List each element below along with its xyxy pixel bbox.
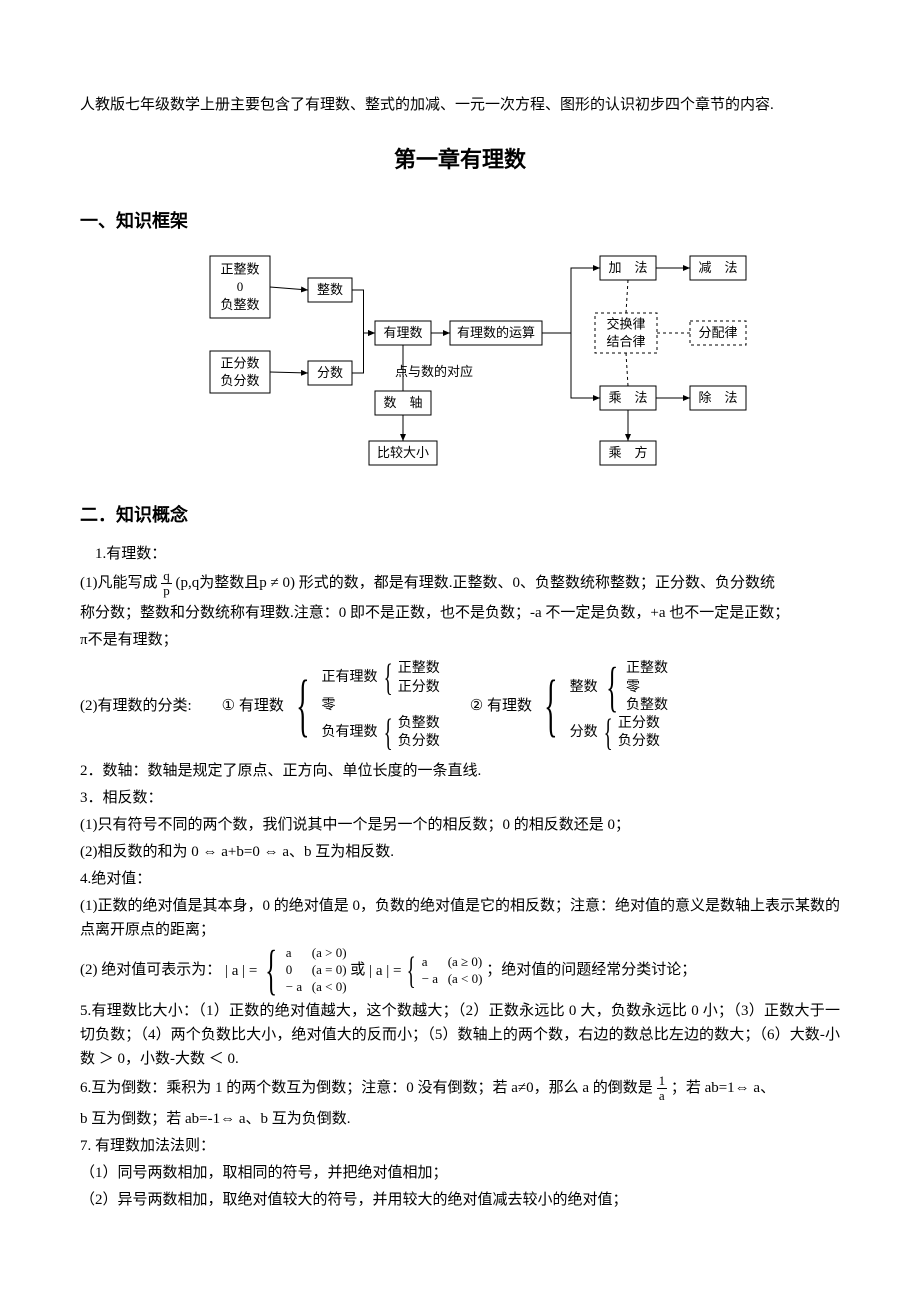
c4-2-or: 或 bbox=[350, 962, 369, 978]
frac-num: q bbox=[161, 569, 172, 584]
brace-icon: { bbox=[383, 661, 392, 695]
concept-1a-line2: 称分数；整数和分数统称有理数.注意：0 即不是正数，也不是负数；-a 不一定是负… bbox=[80, 601, 840, 625]
frac-den: a bbox=[657, 1089, 668, 1103]
c1a-cond: (p,q为整数且p ≠ 0) 形式的数，都是有理数.正整数、0、负整数统称整数；… bbox=[172, 575, 775, 591]
svg-text:乘 方: 乘 方 bbox=[608, 445, 647, 460]
abs2-a: a bbox=[422, 954, 448, 971]
class2-b1: 正分数 bbox=[618, 715, 660, 733]
class2-b: 分数 bbox=[570, 724, 598, 742]
c6-pre: 6.互为倒数：乘积为 1 的两个数互为倒数；注意：0 没有倒数；若 a≠0，那么… bbox=[80, 1080, 657, 1096]
concept-3-2: (2)相反数的和为 0 ⇔ a+b=0 ⇔ a、b 互为相反数. bbox=[80, 840, 840, 864]
section-2-title: 二．知识概念 bbox=[80, 501, 840, 530]
brace-icon: { bbox=[606, 664, 618, 711]
svg-text:0: 0 bbox=[237, 279, 244, 294]
abs1-ac: (a > 0) bbox=[312, 945, 347, 960]
abs1-c: − a bbox=[286, 979, 312, 996]
brace-icon: { bbox=[544, 678, 557, 734]
svg-text:正整数: 正整数 bbox=[220, 262, 259, 277]
class1-c: 负有理数 bbox=[322, 724, 378, 742]
concept-6: 6.互为倒数：乘积为 1 的两个数互为倒数；注意：0 没有倒数；若 a≠0，那么… bbox=[80, 1074, 840, 1104]
frac-num: 1 bbox=[657, 1074, 668, 1089]
class1-a2: 正分数 bbox=[398, 679, 440, 697]
class1-c1: 负整数 bbox=[398, 715, 440, 733]
class2-b2: 负分数 bbox=[618, 733, 660, 751]
concept-1a: (1)凡能写成 qp (p,q为整数且p ≠ 0) 形式的数，都是有理数.正整数… bbox=[80, 569, 840, 599]
concept-1a-line3: π不是有理数； bbox=[80, 628, 840, 652]
concept-6-line2: b 互为倒数；若 ab=-1⇔ a、b 互为负倒数. bbox=[80, 1107, 840, 1131]
intro-text: 人教版七年级数学上册主要包含了有理数、整式的加减、一元一次方程、图形的认识初步四… bbox=[80, 93, 840, 117]
class1-c2: 负分数 bbox=[398, 733, 440, 751]
concept-7-heading: 7. 有理数加法法则： bbox=[80, 1134, 840, 1158]
class2-a: 整数 bbox=[570, 679, 598, 697]
svg-text:除 法: 除 法 bbox=[698, 390, 737, 405]
class1-b: 零 bbox=[322, 697, 440, 715]
svg-text:分数: 分数 bbox=[317, 365, 343, 380]
concept-4-2: (2) 绝对值可表示为： | a | = { a(a > 0) 0(a = 0)… bbox=[80, 945, 840, 996]
class2-root: 有理数 bbox=[487, 694, 532, 718]
class2-a1: 正整数 bbox=[626, 660, 668, 678]
section-1-title: 一、知识框架 bbox=[80, 207, 840, 236]
class2-num: ② bbox=[470, 694, 483, 718]
abs-piecewise-1: | a | = { a(a > 0) 0(a = 0) − a(a < 0) bbox=[225, 945, 347, 996]
brace-icon: { bbox=[383, 716, 392, 750]
svg-text:交换律: 交换律 bbox=[606, 316, 645, 331]
abs1-bc: (a = 0) bbox=[312, 962, 347, 977]
svg-text:整数: 整数 bbox=[317, 282, 343, 297]
svg-text:有理数的运算: 有理数的运算 bbox=[457, 325, 535, 340]
class2-a3: 负整数 bbox=[626, 697, 668, 715]
classification-block: (2)有理数的分类: ① 有理数 { 正有理数 { 正整数 正分数 零 负有理数… bbox=[80, 660, 840, 751]
abs1-b: 0 bbox=[286, 962, 312, 979]
brace-icon: { bbox=[296, 678, 309, 734]
svg-text:乘 法: 乘 法 bbox=[608, 390, 647, 405]
svg-text:有理数: 有理数 bbox=[383, 325, 422, 340]
brace-icon: { bbox=[603, 716, 612, 750]
class1-num: ① bbox=[222, 694, 235, 718]
class1-root: 有理数 bbox=[239, 694, 284, 718]
abs2-bc: (a < 0) bbox=[448, 971, 483, 986]
abs2-ac: (a ≥ 0) bbox=[448, 954, 483, 969]
concept-1-heading: 1.有理数： bbox=[95, 542, 840, 566]
abs1-a: a bbox=[286, 945, 312, 962]
class2-a2: 零 bbox=[626, 679, 668, 697]
class1-a: 正有理数 bbox=[322, 669, 378, 687]
concept-5: 5.有理数比大小：（1）正数的绝对值越大，这个数越大；（2）正数永远比 0 大，… bbox=[80, 999, 840, 1071]
c4-2-post: ；绝对值的问题经常分类讨论； bbox=[486, 962, 696, 978]
classification-1: ① 有理数 { 正有理数 { 正整数 正分数 零 负有理数 { 负整数 负分数 bbox=[222, 660, 440, 751]
svg-text:点与数的对应: 点与数的对应 bbox=[395, 364, 473, 379]
c1a-pre: (1)凡能写成 bbox=[80, 575, 161, 591]
brace-icon: { bbox=[407, 954, 416, 988]
concept-4-heading: 4.绝对值： bbox=[80, 867, 840, 891]
svg-text:数 轴: 数 轴 bbox=[383, 395, 422, 410]
svg-text:分配律: 分配律 bbox=[698, 325, 737, 340]
class1-a1: 正整数 bbox=[398, 660, 440, 678]
c4-2-pre: (2) 绝对值可表示为： bbox=[80, 962, 221, 978]
classification-2: ② 有理数 { 整数 { 正整数 零 负整数 分数 { 正分数 负分数 bbox=[470, 660, 668, 751]
concept-3-heading: 3．相反数： bbox=[80, 786, 840, 810]
abs-piecewise-2: | a | = { a(a ≥ 0) − a(a < 0) bbox=[369, 954, 482, 988]
svg-text:正分数: 正分数 bbox=[220, 355, 259, 370]
svg-text:减 法: 减 法 bbox=[698, 260, 737, 275]
brace-icon: { bbox=[266, 947, 278, 994]
fraction-qp: qp bbox=[161, 569, 172, 599]
abs1-cc: (a < 0) bbox=[312, 979, 347, 994]
concept-7-1: （1）同号两数相加，取相同的符号，并把绝对值相加； bbox=[80, 1161, 840, 1185]
svg-text:比较大小: 比较大小 bbox=[377, 445, 429, 460]
svg-text:加 法: 加 法 bbox=[608, 260, 647, 275]
chapter-title: 第一章有理数 bbox=[80, 142, 840, 177]
concept-3-1: (1)只有符号不同的两个数，我们说其中一个是另一个的相反数；0 的相反数还是 0… bbox=[80, 813, 840, 837]
c6-mid: ；若 ab=1⇔ a、 bbox=[667, 1080, 775, 1096]
svg-text:负分数: 负分数 bbox=[220, 373, 259, 388]
concept-7-2: （2）异号两数相加，取绝对值较大的符号，并用较大的绝对值减去较小的绝对值； bbox=[80, 1188, 840, 1212]
frac-den: p bbox=[161, 584, 172, 598]
knowledge-diagram: 正整数 0 负整数正分数负分数 整数分数 有理数 有理数的运算点与数的对应数 轴比较大小 加… bbox=[140, 251, 840, 476]
abs2-b: − a bbox=[422, 971, 448, 988]
concept-2: 2．数轴：数轴是规定了原点、正方向、单位长度的一条直线. bbox=[80, 759, 840, 783]
concept-4-1: (1)正数的绝对值是其本身，0 的绝对值是 0，负数的绝对值是它的相反数；注意：… bbox=[80, 894, 840, 942]
svg-text:结合律: 结合律 bbox=[606, 334, 645, 349]
c1b-label: (2)有理数的分类: bbox=[80, 694, 192, 718]
svg-text:负整数: 负整数 bbox=[220, 297, 259, 312]
fraction-1-a: 1a bbox=[657, 1074, 668, 1104]
